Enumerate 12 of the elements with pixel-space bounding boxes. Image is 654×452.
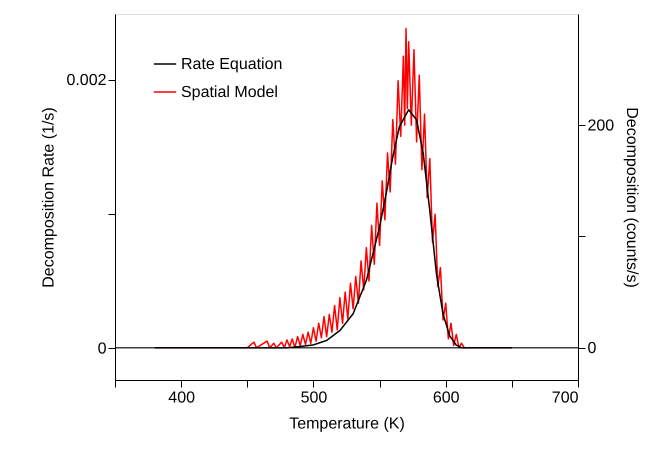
x-tick-label: 700 [552,390,579,406]
y2-tick-label: 0 [588,340,596,358]
legend-label: Rate Equation [181,56,282,73]
y2-tick-label: 200 [588,118,614,135]
y-axis-title: Decomposition Rate (1/s) [40,107,58,288]
x-tick-label: 600 [432,390,460,406]
x-tick-label: 400 [168,390,196,406]
x-axis-title: Temperature (K) [289,416,405,432]
y2-axis-title: Decomposition (counts/s) [623,107,640,288]
legend-label: Spatial Model [181,84,278,101]
y-tick-label: 0.002 [66,72,107,90]
x-tick-label: 500 [300,390,328,406]
